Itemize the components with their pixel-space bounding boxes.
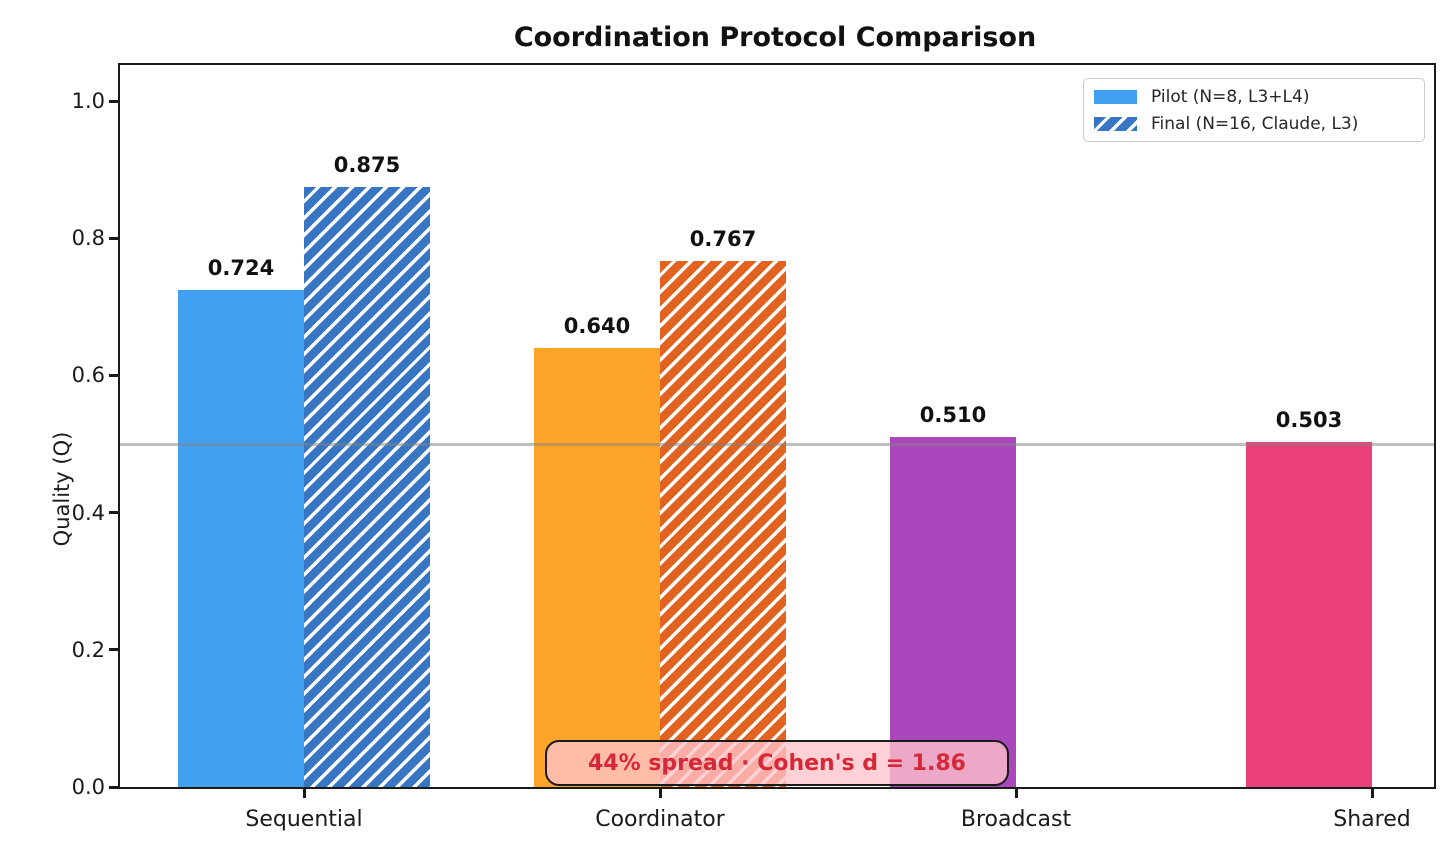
x-tick-mark-broadcast (1014, 789, 1018, 798)
legend: Pilot (N=8, L3+L4) Final (N=16, Claude, … (1083, 78, 1425, 142)
x-tick-mark-coordinator (658, 789, 662, 798)
y-tick-label-0.2: 0.2 (71, 637, 105, 662)
reference-line-0-5 (120, 442, 1434, 446)
y-tick-mark-0.2 (109, 648, 118, 652)
y-tick-label-0.8: 0.8 (71, 226, 105, 251)
legend-label-pilot: Pilot (N=8, L3+L4) (1151, 86, 1310, 107)
bar-sequential-pilot (178, 290, 304, 787)
bar-coordinator-final (660, 260, 786, 787)
chart-title: Coordination Protocol Comparison (513, 22, 1037, 53)
bar-value-coordinator-pilot: 0.640 (563, 313, 631, 338)
y-tick-label-0.6: 0.6 (71, 363, 105, 388)
y-tick-label-0.0: 0.0 (71, 775, 105, 799)
annotation-text: 44% spread · Cohen's d = 1.86 (588, 750, 966, 776)
x-tick-mark-sequential (302, 789, 306, 798)
y-tick-label-1.0: 1.0 (71, 89, 105, 113)
x-tick-label-shared: Shared (1333, 807, 1411, 832)
y-tick-mark-0.0 (109, 785, 118, 789)
bar-sequential-final (304, 186, 430, 787)
bar-shared-pilot (1246, 441, 1372, 787)
x-tick-label-coordinator: Coordinator (595, 807, 725, 832)
y-tick-mark-0.6 (109, 373, 118, 377)
bar-broadcast-pilot (890, 437, 1016, 787)
y-tick-mark-1.0 (109, 99, 118, 103)
legend-swatch-final (1094, 116, 1137, 131)
y-tick-mark-0.8 (109, 236, 118, 240)
y-tick-mark-0.4 (109, 511, 118, 515)
bar-value-sequential-pilot: 0.724 (207, 256, 275, 281)
legend-label-final: Final (N=16, Claude, L3) (1151, 113, 1359, 134)
y-tick-label-0.4: 0.4 (71, 500, 105, 525)
bar-value-shared-pilot: 0.503 (1275, 407, 1343, 432)
x-tick-label-sequential: Sequential (245, 807, 363, 832)
annotation-box: 44% spread · Cohen's d = 1.86 (545, 740, 1009, 786)
legend-row-final: Final (N=16, Claude, L3) (1094, 114, 1414, 134)
y-axis-label-text: Quality (Q) (50, 431, 74, 547)
legend-swatch-pilot (1094, 89, 1137, 104)
plot-area: Quality (Q) 0.724 0.640 0.510 0.503 0.875 0.7… (50, 63, 1436, 832)
bar-value-coordinator-final: 0.767 (689, 226, 757, 251)
legend-row-pilot: Pilot (N=8, L3+L4) (1094, 87, 1414, 107)
bar-value-broadcast-pilot: 0.510 (919, 403, 987, 428)
x-tick-mark-shared (1370, 789, 1374, 798)
x-tick-label-broadcast: Broadcast (960, 807, 1072, 832)
bar-coordinator-pilot (534, 347, 660, 787)
bar-value-sequential-final: 0.875 (333, 152, 401, 177)
